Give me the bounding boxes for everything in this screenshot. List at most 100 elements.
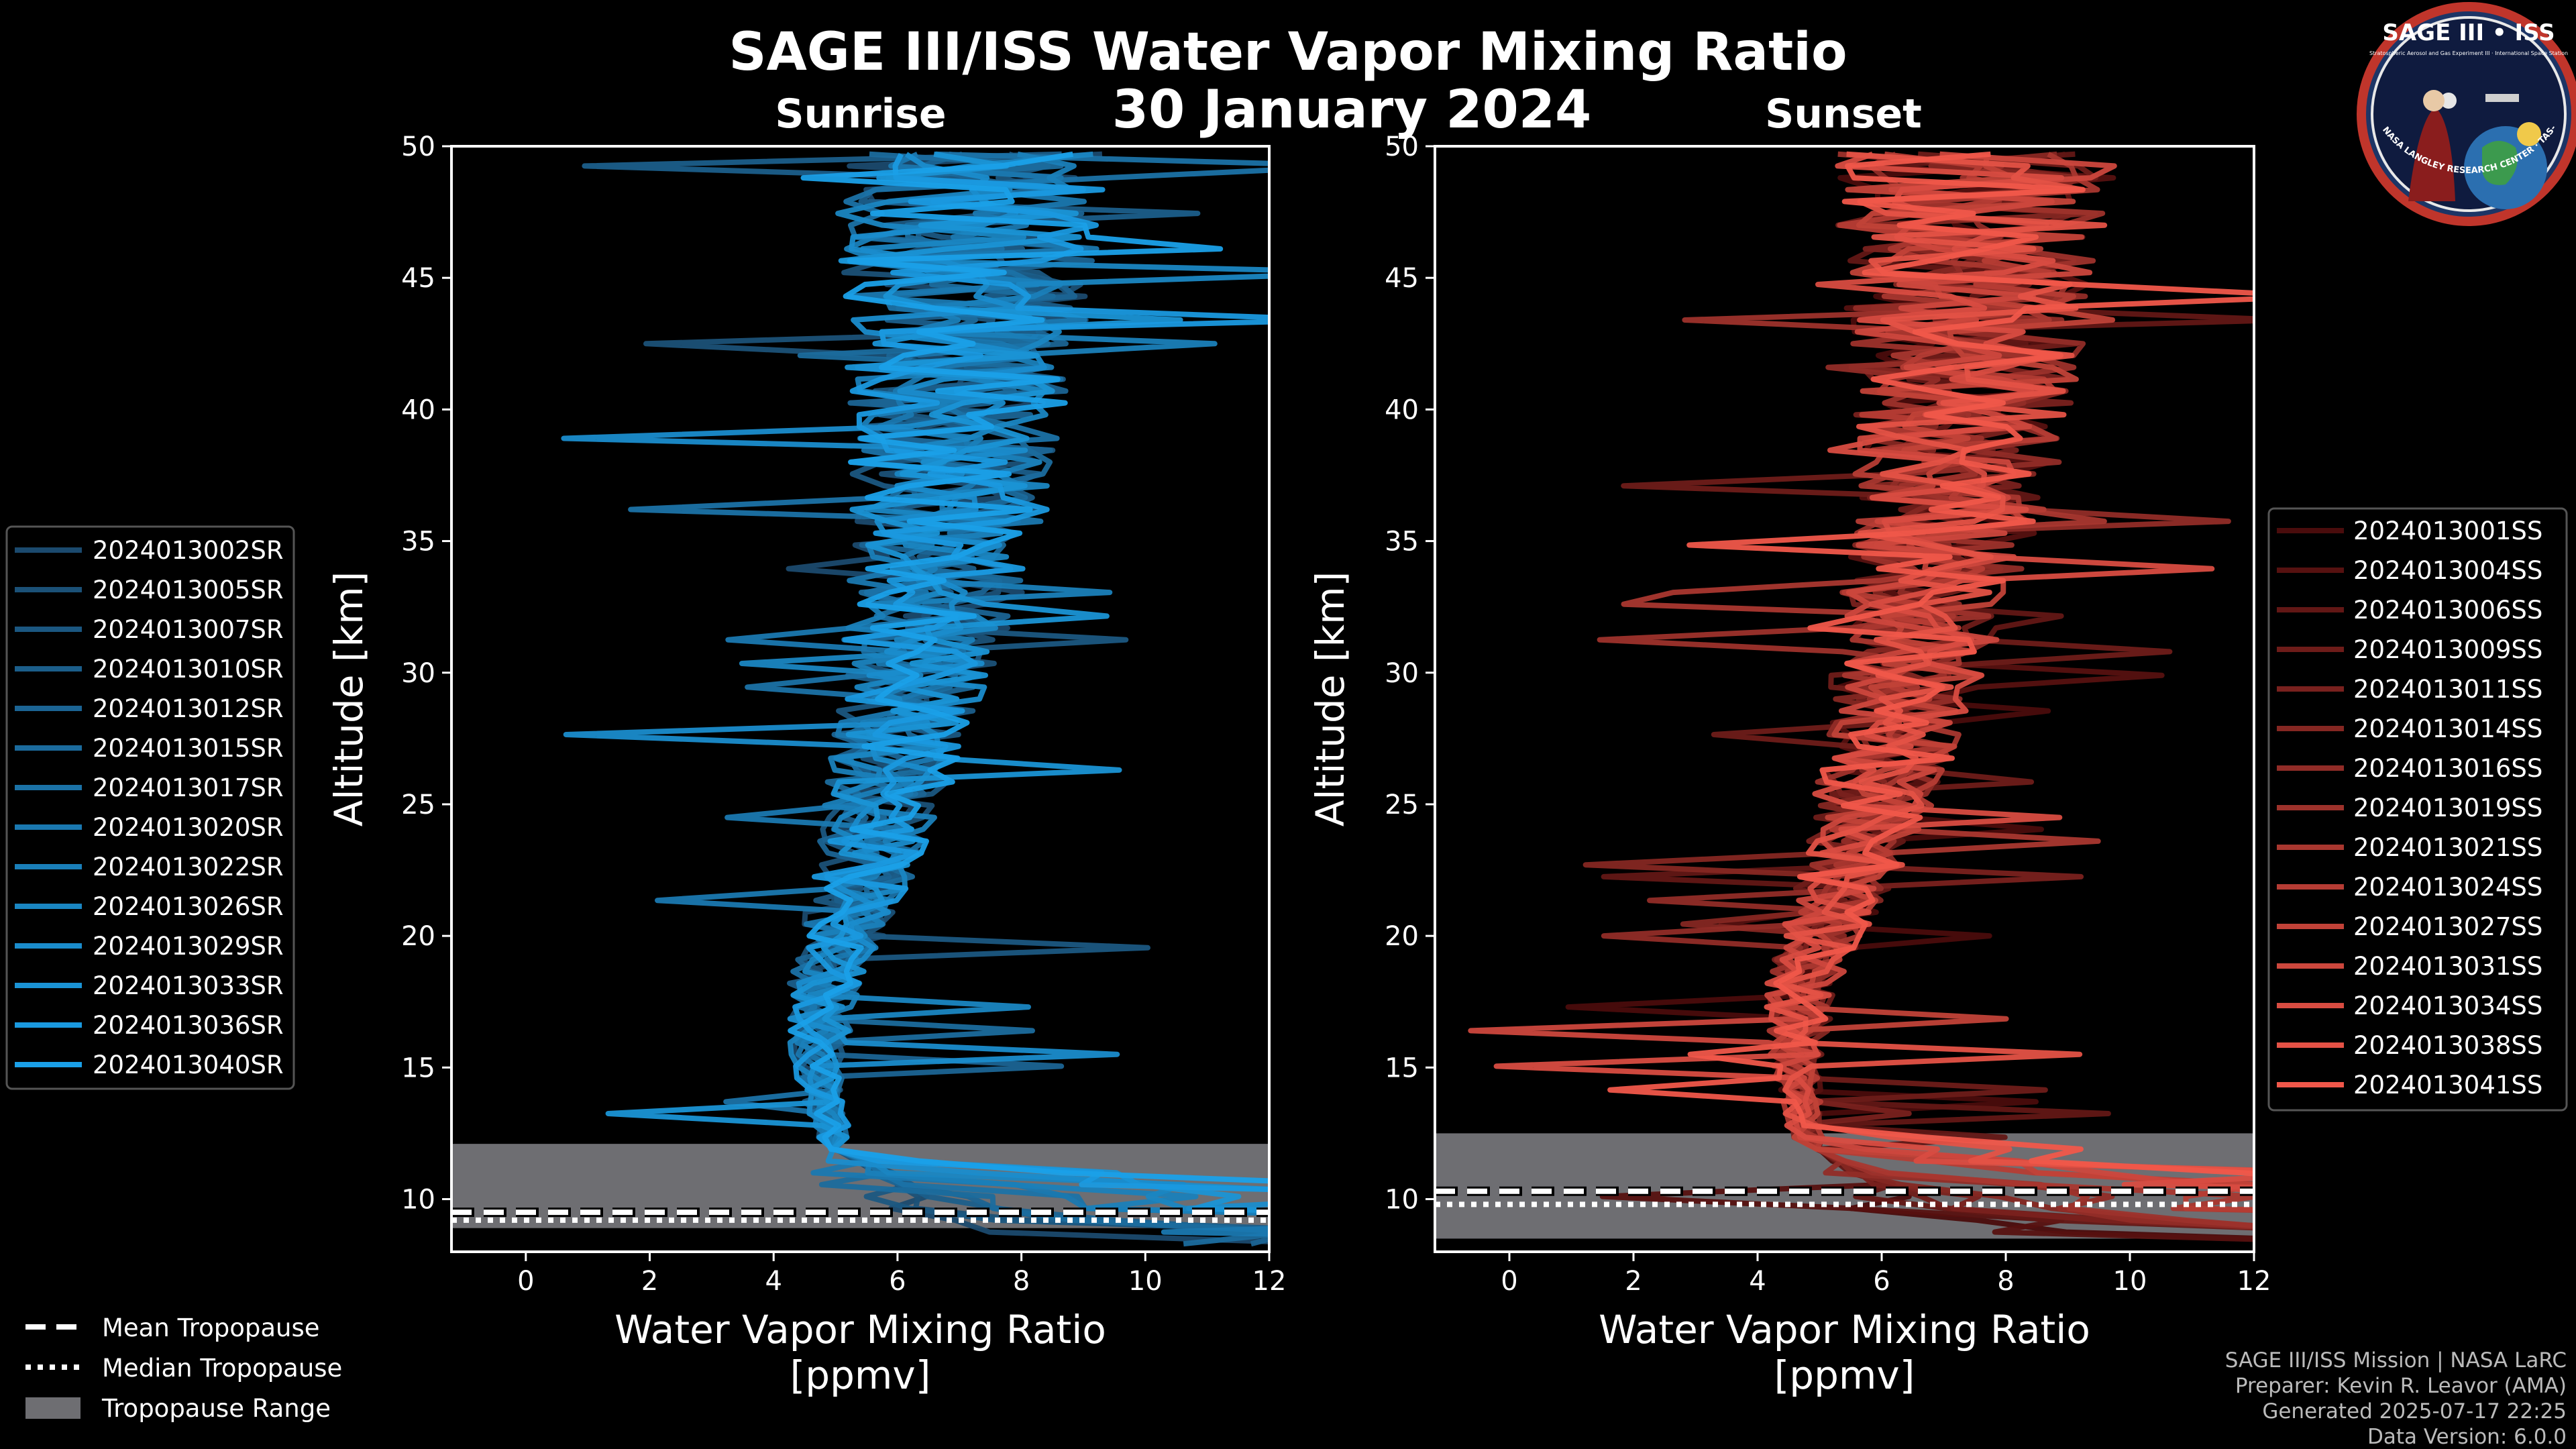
x-tick-label: 6 [1873, 1266, 1890, 1297]
legend-label-2024013020SR: 2024013020SR [93, 813, 284, 842]
y-axis-label: Altitude [km] [326, 572, 372, 826]
y-axis-label: Altitude [km] [1307, 572, 1353, 826]
sunrise-legend-frame [5, 525, 295, 1090]
figure-robe-shape [2408, 107, 2455, 201]
y-tick-label: 40 [1385, 394, 1419, 425]
profile-line-2024013033SR [605, 151, 1269, 1214]
legend-label-2024013017SR: 2024013017SR [93, 773, 284, 802]
legend-label-2024013011SS: 2024013011SS [2353, 675, 2542, 704]
x-axis-unit: [ppmv] [1774, 1352, 1915, 1398]
legend-label-2024013040SR: 2024013040SR [93, 1051, 284, 1079]
x-tick-label: 12 [1252, 1266, 1287, 1297]
legend-label-2024013002SR: 2024013002SR [93, 536, 284, 565]
y-tick-label: 50 [401, 131, 435, 162]
y-tick-label: 30 [1385, 658, 1419, 689]
legend-label-2024013010SR: 2024013010SR [93, 655, 284, 684]
x-tick-label: 2 [1625, 1266, 1642, 1297]
y-tick-label: 10 [1385, 1185, 1419, 1216]
x-tick-label: 4 [1749, 1266, 1766, 1297]
mean-tropopause-label: Mean Tropopause [102, 1313, 320, 1342]
profile-line-2024013040SR [788, 151, 1269, 1184]
legend-label-2024013014SS: 2024013014SS [2353, 714, 2542, 743]
legend-label-2024013015SR: 2024013015SR [93, 734, 284, 763]
legend-label-2024013005SR: 2024013005SR [93, 576, 284, 604]
tropopause-range-label: Tropopause Range [101, 1394, 331, 1423]
sunrise-subtitle: Sunrise [775, 91, 946, 138]
y-tick-label: 35 [401, 527, 435, 557]
profile-lines [561, 151, 1269, 1247]
x-tick-label: 12 [2237, 1266, 2271, 1297]
logo-sub-text: Stratospheric Aerosol and Gas Experiment… [2369, 50, 2568, 56]
x-tick-label: 8 [1997, 1266, 2014, 1297]
moon-icon [2440, 93, 2457, 109]
sunset-legend-frame [2267, 507, 2568, 1112]
y-tick-label: 20 [1385, 921, 1419, 952]
x-tick-label: 8 [1013, 1266, 1030, 1297]
x-tick-label: 2 [641, 1266, 658, 1297]
legend-label-2024013006SS: 2024013006SS [2353, 596, 2542, 625]
y-tick-label: 30 [401, 658, 435, 689]
credit-generated: Generated 2025-07-17 22:25 [2262, 1399, 2567, 1424]
legend-label-2024013001SS: 2024013001SS [2353, 517, 2542, 545]
x-axis-unit: [ppmv] [790, 1352, 931, 1398]
legend-label-2024013031SS: 2024013031SS [2353, 952, 2542, 981]
legend-label-2024013034SS: 2024013034SS [2353, 991, 2542, 1020]
median-tropopause-label: Median Tropopause [102, 1354, 342, 1383]
legend-label-2024013026SR: 2024013026SR [93, 892, 284, 921]
profile-line-2024013041SS [1607, 151, 2254, 1177]
y-tick-label: 35 [1385, 527, 1419, 557]
legend-label-2024013022SR: 2024013022SR [93, 853, 284, 881]
legend-label-2024013021SS: 2024013021SS [2353, 833, 2542, 862]
credit-mission: SAGE III/ISS Mission | NASA LaRC [2225, 1348, 2567, 1373]
continent-shape [2482, 141, 2518, 185]
legend-label-2024013041SS: 2024013041SS [2353, 1071, 2542, 1099]
logo-top-text: SAGE III • ISS [2382, 19, 2555, 46]
y-tick-label: 50 [1385, 131, 1419, 162]
y-tick-label: 45 [401, 263, 435, 294]
sunset-legend: 2024013001SS 2024013004SS 2024013006SS 2024… [2267, 507, 2568, 1112]
legend-label-2024013016SS: 2024013016SS [2353, 754, 2542, 783]
legend-label-2024013012SR: 2024013012SR [93, 694, 284, 723]
sun-icon [2517, 122, 2541, 146]
credits-block: SAGE III/ISS Mission | NASA LaRC Prepare… [2225, 1348, 2567, 1449]
x-tick-label: 10 [1128, 1266, 1163, 1297]
legend-label-2024013024SS: 2024013024SS [2353, 873, 2542, 902]
legend-label-2024013027SS: 2024013027SS [2353, 912, 2542, 941]
y-tick-label: 20 [401, 921, 435, 952]
x-tick-label: 6 [889, 1266, 906, 1297]
legend-label-2024013004SS: 2024013004SS [2353, 556, 2542, 585]
sunset-legend-entries: 2024013001SS 2024013004SS 2024013006SS 2024… [2277, 517, 2542, 1099]
legend-label-2024013036SR: 2024013036SR [93, 1011, 284, 1040]
x-tick-label: 4 [765, 1266, 782, 1297]
x-tick-label: 0 [1501, 1266, 1517, 1297]
y-tick-label: 10 [401, 1185, 435, 1216]
x-axis-label: Water Vapor Mixing Ratio [614, 1307, 1106, 1352]
chart-title: SAGE III/ISS Water Vapor Mixing Ratio [729, 22, 1847, 83]
iss-station-icon [2485, 94, 2519, 102]
profile-line-2024013036SR [792, 152, 1269, 1192]
sunset-panel: 0 2 4 6 8 10 12 10 15 20 25 30 35 40 45 50 Water Vapor M… [1307, 131, 2271, 1398]
x-axis-label: Water Vapor Mixing Ratio [1599, 1307, 2090, 1352]
legend-label-2024013038SS: 2024013038SS [2353, 1031, 2542, 1060]
sunset-subtitle: Sunset [1765, 91, 1922, 138]
credit-version: Data Version: 6.0.0 [2367, 1425, 2567, 1449]
y-tick-label: 25 [1385, 790, 1419, 820]
credit-preparer: Preparer: Kevin R. Leavor (AMA) [2235, 1374, 2567, 1398]
profile-line-2024013029SR [561, 152, 1269, 1214]
profile-line-2024013022SR [794, 151, 1269, 1216]
profile-line-2024013034SS [1493, 152, 2254, 1191]
y-tick-label: 40 [401, 394, 435, 425]
tropopause-range-swatch [25, 1397, 80, 1419]
y-tick-label: 15 [1385, 1053, 1419, 1083]
y-tick-label: 45 [1385, 263, 1419, 294]
y-tick-label: 15 [401, 1053, 435, 1083]
plot-frame [450, 145, 1271, 1253]
legend-label-2024013033SR: 2024013033SR [93, 971, 284, 1000]
legend-label-2024013019SS: 2024013019SS [2353, 794, 2542, 822]
sunrise-legend-entries: 2024013002SR 2024013005SR 2024013007SR 2024… [15, 536, 284, 1079]
chart-date: 30 January 2024 [1112, 80, 1592, 140]
y-tick-label: 25 [401, 790, 435, 820]
legend-label-2024013007SR: 2024013007SR [93, 615, 284, 644]
x-tick-label: 0 [517, 1266, 534, 1297]
plot-frame [1434, 145, 2255, 1253]
